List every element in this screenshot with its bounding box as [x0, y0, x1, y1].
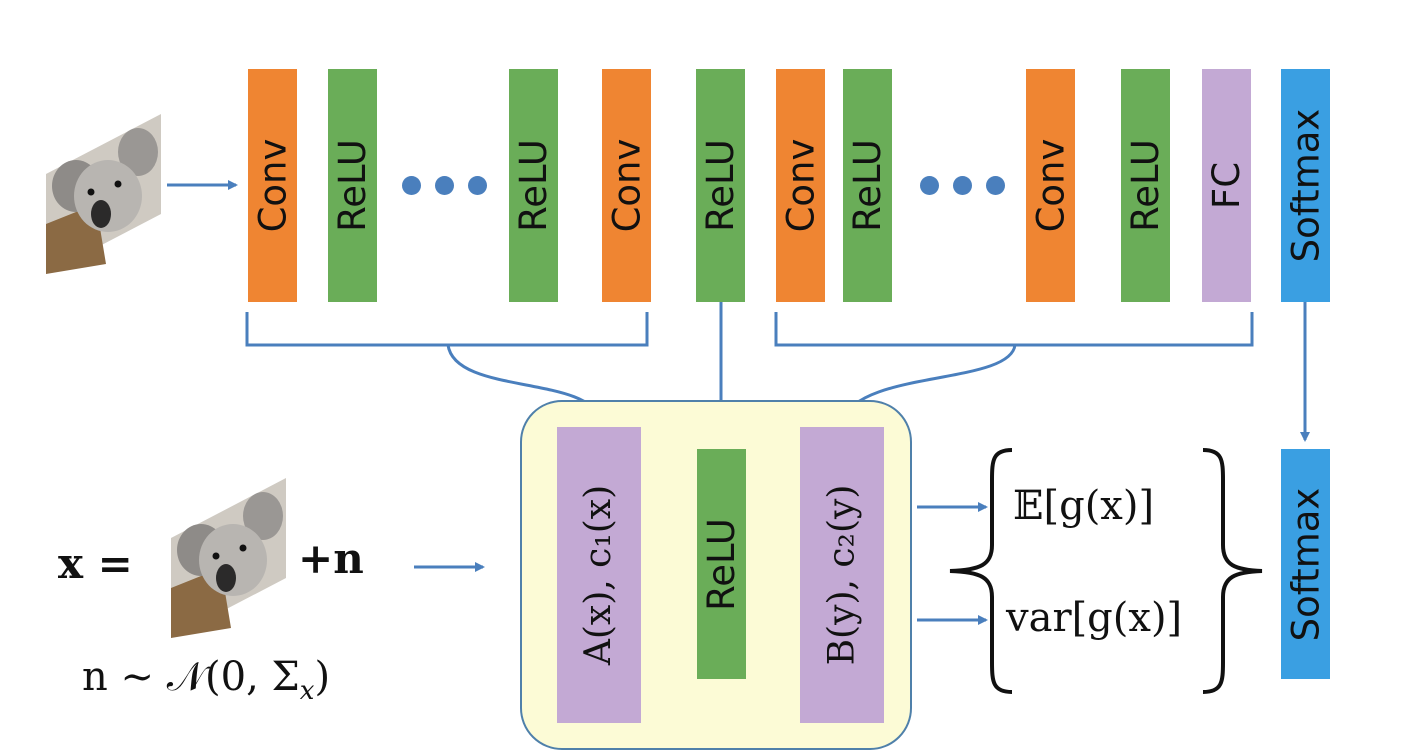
layer-label: Softmax [1284, 487, 1327, 641]
layer-label: ReLU [512, 139, 556, 232]
conv-layer: Conv [248, 69, 297, 302]
conv-layer: Conv [602, 69, 651, 302]
ellipsis-dots [920, 176, 1005, 195]
left-bracket [245, 312, 649, 347]
conv-layer: Conv [1026, 69, 1075, 302]
layer-b-label: B(y), c₂(y) [821, 484, 863, 666]
layer-label: ReLU [331, 139, 375, 232]
left-curly-brace [949, 448, 1013, 694]
layer-label: Softmax [1284, 108, 1327, 263]
layer-label: Conv [605, 138, 649, 233]
noise-distribution: n ∼ 𝒩(0, Σx) [82, 657, 330, 704]
ellipsis-dots [402, 176, 487, 195]
koala-image [171, 478, 286, 638]
relu-layer: ReLU [509, 69, 558, 302]
layer-label: Conv [779, 138, 823, 233]
layer-label: ReLU [1124, 139, 1168, 232]
layer-label: ReLU [846, 139, 890, 232]
expectation-label: 𝔼[g(x)] [1013, 483, 1155, 529]
layer-label: ReLU [699, 139, 743, 232]
softmax-layer: Softmax [1281, 69, 1330, 302]
fc-layer: FC [1202, 69, 1251, 302]
layer-label: Conv [251, 138, 295, 233]
layer-label: ReLU [700, 517, 744, 611]
variance-label: var[g(x)] [1006, 595, 1183, 641]
right-bracket [774, 312, 1254, 347]
right-curly-brace [1202, 448, 1263, 694]
conv-layer: Conv [776, 69, 825, 302]
koala-image [46, 114, 161, 274]
layer-label: Conv [1029, 138, 1073, 233]
relu-layer: ReLU [328, 69, 377, 302]
relu-layer: ReLU [843, 69, 892, 302]
noise-distribution-close: ) [314, 654, 331, 700]
layer-label: FC [1205, 161, 1248, 210]
noise-distribution-subscript: x [299, 676, 315, 706]
softmax-layer: Softmax [1281, 449, 1330, 679]
input-equation-lhs: x = [58, 539, 133, 588]
relu-layer: ReLU [696, 69, 745, 302]
noise-distribution-text: n ∼ 𝒩(0, Σ [82, 654, 300, 700]
relu-layer: ReLU [697, 449, 746, 679]
layer-a-label: A(x), c₁(x) [578, 484, 620, 666]
affine-layer-a: A(x), c₁(x) [557, 427, 641, 723]
affine-layer-b: B(y), c₂(y) [800, 427, 884, 723]
relu-layer: ReLU [1121, 69, 1170, 302]
input-equation-plus-noise: +n [298, 534, 364, 583]
